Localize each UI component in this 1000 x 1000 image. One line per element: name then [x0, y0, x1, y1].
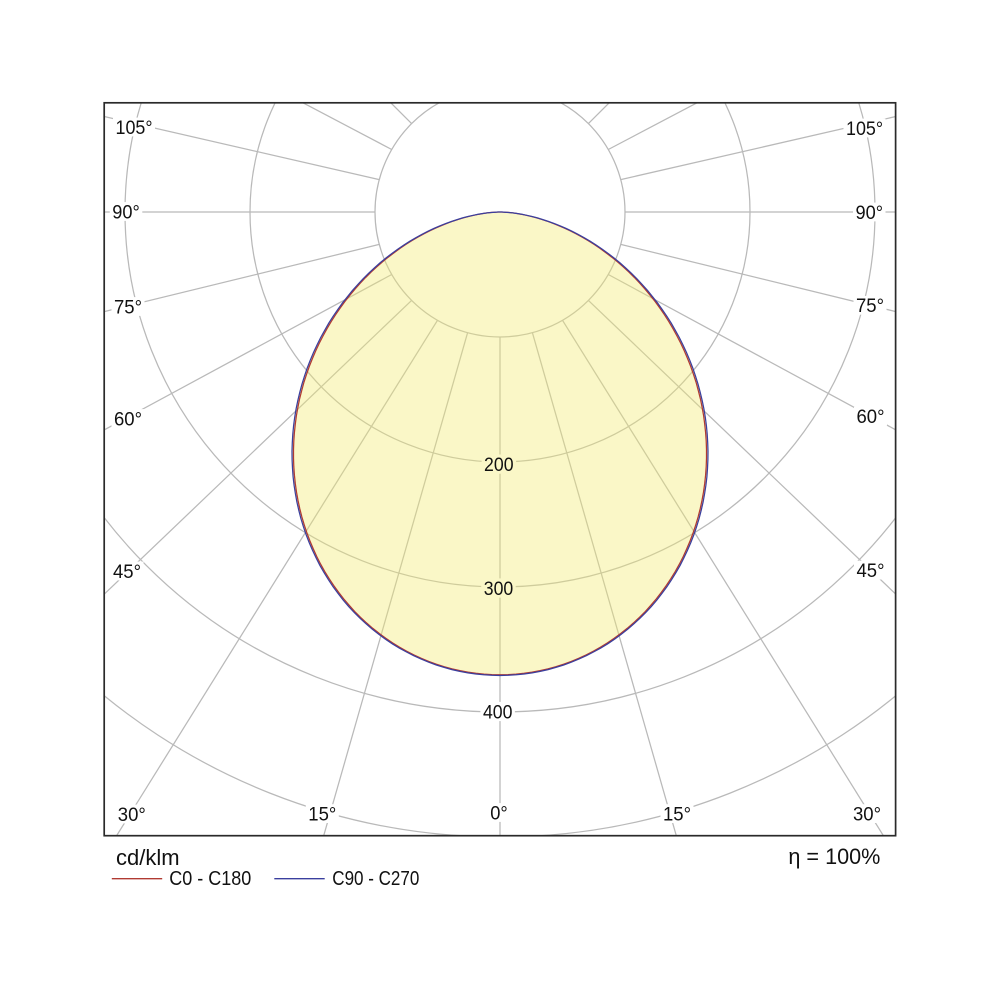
svg-text:75°: 75° — [856, 296, 884, 317]
svg-text:30°: 30° — [118, 805, 146, 826]
svg-text:C90 - C270: C90 - C270 — [332, 868, 419, 890]
svg-text:60°: 60° — [857, 407, 885, 428]
svg-text:C0 - C180: C0 - C180 — [169, 868, 251, 890]
svg-text:200: 200 — [484, 454, 514, 476]
svg-text:60°: 60° — [114, 409, 142, 430]
svg-text:η = 100%: η = 100% — [788, 844, 880, 869]
svg-text:90°: 90° — [112, 202, 140, 223]
svg-text:15°: 15° — [308, 804, 336, 825]
svg-text:400: 400 — [483, 702, 513, 724]
svg-text:cd/klm: cd/klm — [116, 845, 180, 870]
svg-text:30°: 30° — [853, 804, 881, 825]
svg-text:105°: 105° — [846, 119, 883, 140]
svg-text:45°: 45° — [857, 561, 885, 582]
svg-text:105°: 105° — [116, 118, 153, 139]
svg-text:45°: 45° — [113, 562, 141, 583]
svg-text:0°: 0° — [490, 803, 508, 824]
svg-text:300: 300 — [484, 578, 514, 600]
svg-text:90°: 90° — [856, 203, 884, 224]
svg-text:15°: 15° — [663, 804, 691, 825]
svg-text:75°: 75° — [114, 297, 142, 318]
